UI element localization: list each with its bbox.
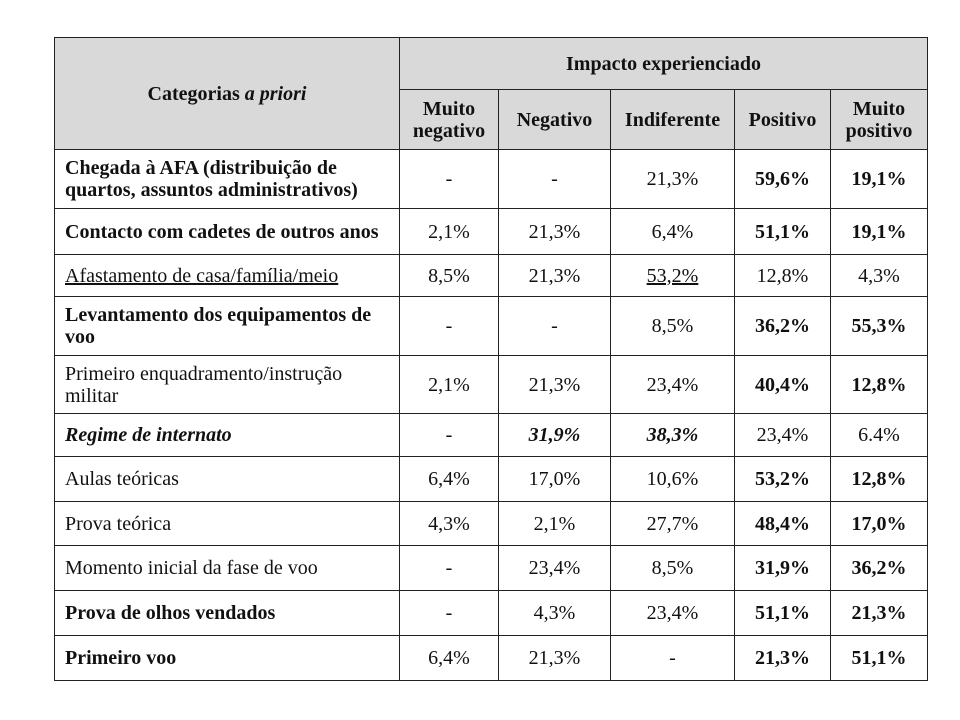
cell: 21,3% xyxy=(498,254,611,297)
row-label: Momento inicial da fase de voo xyxy=(54,545,400,591)
row-label: Chegada à AFA (distribuição de quartos, … xyxy=(54,149,400,209)
cell: 23,4% xyxy=(610,355,735,414)
cell: 19,1% xyxy=(829,149,929,209)
table-row: Aulas teóricas 6,4% 17,0% 10,6% 53,2% 12… xyxy=(54,456,929,502)
categories-header-italic: a priori xyxy=(244,82,307,105)
cell: 21,3% xyxy=(734,635,831,681)
cell: 8,5% xyxy=(399,254,499,297)
cell: 40,4% xyxy=(734,355,831,414)
cell: 23,4% xyxy=(498,545,611,591)
row-label: Prova teórica xyxy=(54,501,400,546)
cell: 21,3% xyxy=(498,635,611,681)
row-label: Primeiro voo xyxy=(54,635,400,681)
impact-table: Categorias a priori Impacto experienciad… xyxy=(54,37,929,681)
cell: 59,6% xyxy=(734,149,831,209)
col-header-indiferente: Indiferente xyxy=(610,89,735,150)
cell: 17,0% xyxy=(498,456,611,502)
cell: 31,9% xyxy=(498,413,611,457)
cell: - xyxy=(498,149,611,209)
cell: 19,1% xyxy=(829,208,929,255)
row-label: Afastamento de casa/família/meio xyxy=(54,254,400,297)
cell: 23,4% xyxy=(610,590,735,636)
table-row: Contacto com cadetes de outros anos 2,1%… xyxy=(54,208,929,255)
categories-header: Categorias a priori xyxy=(54,37,400,150)
cell: 51,1% xyxy=(734,208,831,255)
cell: 36,2% xyxy=(734,296,831,356)
cell: - xyxy=(399,545,499,591)
cell: - xyxy=(498,296,611,356)
cell: 6,4% xyxy=(399,456,499,502)
cell: 48,4% xyxy=(734,501,831,546)
cell: 2,1% xyxy=(498,501,611,546)
cell: 4,3% xyxy=(498,590,611,636)
cell: 8,5% xyxy=(610,545,735,591)
table-row: Regime de internato - 31,9% 38,3% 23,4% … xyxy=(54,413,929,457)
table-row: Prova de olhos vendados - 4,3% 23,4% 51,… xyxy=(54,590,929,636)
table-row: Chegada à AFA (distribuição de quartos, … xyxy=(54,149,929,209)
cell: 21,3% xyxy=(610,149,735,209)
cell: - xyxy=(399,413,499,457)
cell: 17,0% xyxy=(829,501,929,546)
col-header-muito-negativo: Muito negativo xyxy=(399,89,499,150)
table-row: Afastamento de casa/família/meio 8,5% 21… xyxy=(54,254,929,297)
cell: 6,4% xyxy=(610,208,735,255)
cell: 36,2% xyxy=(829,545,929,591)
cell: - xyxy=(399,149,499,209)
cell: 6,4% xyxy=(399,635,499,681)
row-label: Aulas teóricas xyxy=(54,456,400,502)
cell: 53,2% xyxy=(610,254,735,297)
cell: 2,1% xyxy=(399,208,499,255)
col-header-muito-positivo: Muito positivo xyxy=(829,89,929,150)
row-label: Contacto com cadetes de outros anos xyxy=(54,208,400,255)
cell: - xyxy=(399,590,499,636)
col-header-negativo: Negativo xyxy=(498,89,611,150)
cell: 12,8% xyxy=(829,355,929,414)
cell: 10,6% xyxy=(610,456,735,502)
cell: 12,8% xyxy=(734,254,831,297)
cell: 53,2% xyxy=(734,456,831,502)
cell: 23,4% xyxy=(734,413,831,457)
row-label: Regime de internato xyxy=(54,413,400,457)
cell: 4,3% xyxy=(399,501,499,546)
cell: 21,3% xyxy=(498,208,611,255)
cell: 2,1% xyxy=(399,355,499,414)
table-row: Levantamento dos equipamentos de voo - -… xyxy=(54,296,929,356)
cell: 38,3% xyxy=(610,413,735,457)
col-header-positivo: Positivo xyxy=(734,89,831,150)
table-row: Momento inicial da fase de voo - 23,4% 8… xyxy=(54,545,929,591)
cell: 55,3% xyxy=(829,296,929,356)
cell: 51,1% xyxy=(734,590,831,636)
cell: - xyxy=(399,296,499,356)
cell: 21,3% xyxy=(498,355,611,414)
row-label: Levantamento dos equipamentos de voo xyxy=(54,296,400,356)
cell: 21,3% xyxy=(829,590,929,636)
cell: 4,3% xyxy=(829,254,929,297)
cell: 31,9% xyxy=(734,545,831,591)
impact-header: Impacto experienciado xyxy=(398,37,929,90)
cell: 6.4% xyxy=(829,413,929,457)
cell: 12,8% xyxy=(829,456,929,502)
cell: 51,1% xyxy=(829,635,929,681)
table-row: Primeiro enquadramento/instrução militar… xyxy=(54,355,929,414)
table-row: Prova teórica 4,3% 2,1% 27,7% 48,4% 17,0… xyxy=(54,501,929,546)
cell: 27,7% xyxy=(610,501,735,546)
row-label: Prova de olhos vendados xyxy=(54,590,400,636)
cell: 8,5% xyxy=(610,296,735,356)
row-label: Primeiro enquadramento/instrução militar xyxy=(54,355,400,414)
table-row: Primeiro voo 6,4% 21,3% - 21,3% 51,1% xyxy=(54,635,929,681)
categories-header-label: Categorias xyxy=(147,82,240,105)
cell: - xyxy=(610,635,735,681)
